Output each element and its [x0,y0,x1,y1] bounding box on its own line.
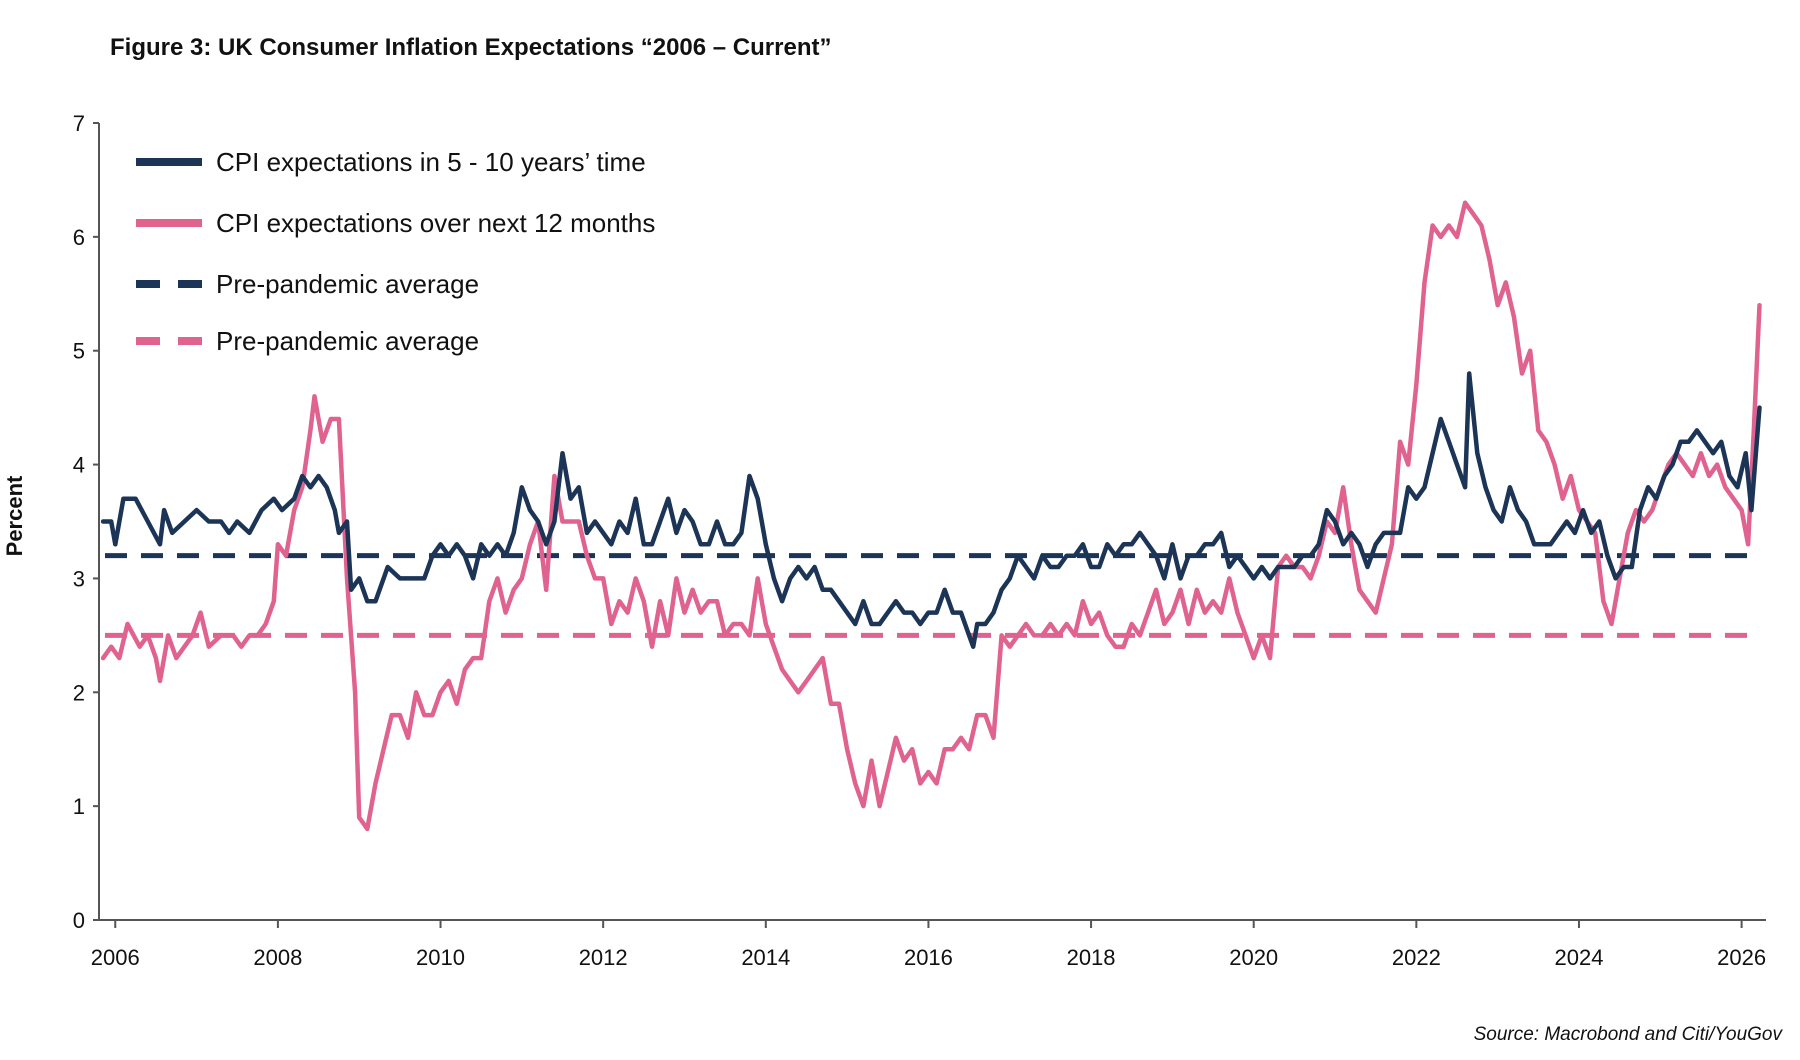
x-tick-label: 2020 [1229,945,1278,970]
x-tick-label: 2022 [1392,945,1441,970]
x-tick-label: 2024 [1554,945,1603,970]
x-tick-label: 2008 [253,945,302,970]
legend-label: Pre-pandemic average [216,326,479,356]
series-cpi-5-10y [100,371,1762,649]
x-tick-label: 2016 [904,945,953,970]
x-tick-label: 2026 [1717,945,1766,970]
y-tick-label: 0 [73,908,85,933]
x-tick-label: 2014 [741,945,790,970]
legend-label: CPI expectations in 5 - 10 years’ time [216,147,646,177]
x-tick-label: 2018 [1067,945,1116,970]
chart-title: Figure 3: UK Consumer Inflation Expectat… [110,34,832,61]
x-tick-label: 2010 [416,945,465,970]
legend-label: Pre-pandemic average [216,269,479,299]
y-tick-label: 2 [73,680,85,705]
legend-item: CPI expectations in 5 - 10 years’ time [136,147,646,177]
x-tick-label: 2006 [91,945,140,970]
y-axis-label: Percent [2,475,27,556]
y-tick-label: 7 [73,111,85,136]
series-cpi-12m [100,200,1762,832]
source-note: Source: Macrobond and Citi/YouGov [1473,1024,1782,1045]
y-tick-label: 4 [73,453,85,478]
y-tick-label: 6 [73,225,85,250]
x-tick-label: 2012 [579,945,628,970]
legend-item: Pre-pandemic average [136,269,479,299]
legend-item: CPI expectations over next 12 months [136,208,655,238]
y-tick-label: 1 [73,794,85,819]
y-tick-label: 5 [73,339,85,364]
legend-item: Pre-pandemic average [136,326,479,356]
y-tick-label: 3 [73,566,85,591]
legend-label: CPI expectations over next 12 months [216,208,655,238]
